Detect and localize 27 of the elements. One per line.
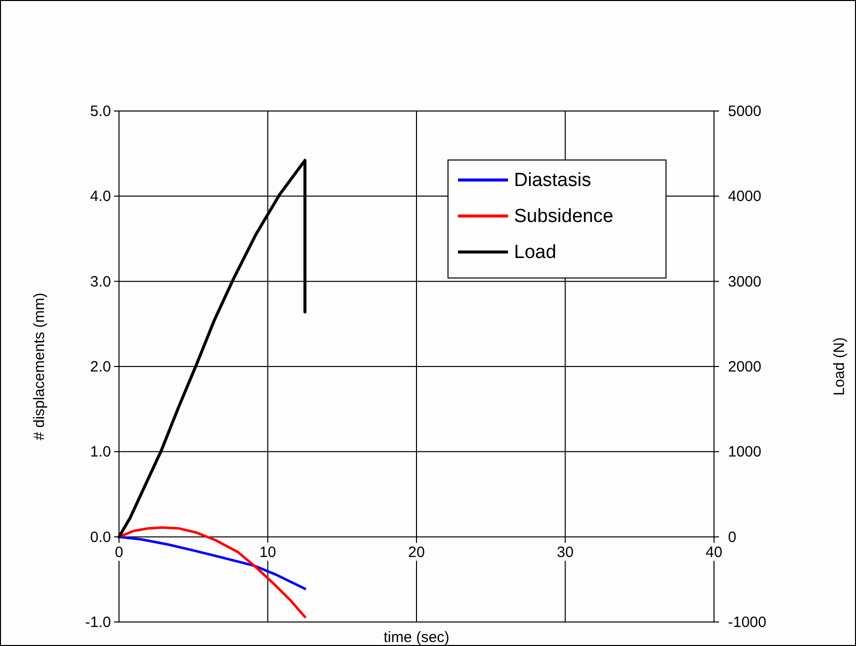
y2-tick-label: 2000 [728, 358, 762, 376]
y2-tick-label: 5000 [728, 103, 762, 120]
line-series [118, 526, 306, 618]
line-series [118, 536, 306, 590]
legend-label: Diastasis [514, 170, 592, 191]
y-tick-label: 1.0 [90, 444, 111, 461]
y2-tick-label: 4000 [728, 188, 762, 206]
y-tick-label: 2.0 [90, 358, 111, 376]
x-tick-label: 0 [114, 544, 124, 561]
y-axis-title: # displacements (mm) [31, 292, 48, 440]
y-tick-label: 3.0 [90, 273, 111, 290]
x-tick-label: 10 [259, 544, 276, 561]
y2-tick-label: 1000 [728, 444, 762, 461]
y2-tick-label: 0 [728, 528, 736, 546]
legend-label: Subsidence [514, 206, 614, 227]
y-tick-label: 4.0 [90, 188, 111, 206]
y-tick-label: 0.0 [90, 528, 111, 546]
y2-axis-title: Load (N) [831, 337, 848, 396]
y-tick-label: -1.0 [85, 614, 111, 631]
legend-label: Load [514, 242, 556, 263]
y2-tick-label: -1000 [728, 614, 766, 631]
y2-tick-label: 3000 [728, 273, 762, 290]
x-tick-label: 40 [706, 544, 722, 561]
y-tick-label: 5.0 [90, 103, 111, 120]
x-tick-label: 30 [556, 544, 574, 561]
x-tick-label: 20 [408, 544, 425, 561]
x-axis-title: time (sec) [384, 629, 450, 646]
